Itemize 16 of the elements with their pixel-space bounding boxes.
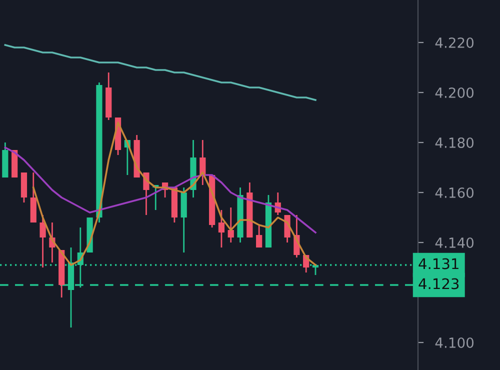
y-tick-label: 4.220 bbox=[435, 37, 474, 48]
y-tick-label: 4.200 bbox=[435, 87, 474, 98]
line-series bbox=[4, 44, 316, 101]
y-tick-label: 4.160 bbox=[435, 187, 474, 198]
candlestick bbox=[284, 214, 290, 244]
y-tick-label: 4.140 bbox=[435, 237, 474, 248]
ref-line-label: 4.123 bbox=[418, 278, 459, 290]
candlestick bbox=[143, 172, 150, 216]
line-series bbox=[4, 146, 316, 234]
y-tick-label: 4.180 bbox=[435, 137, 474, 148]
candlestick bbox=[40, 214, 46, 268]
ref-line-label: 4.131 bbox=[418, 258, 458, 270]
candlestick bbox=[256, 224, 262, 248]
candlestick bbox=[218, 209, 225, 248]
y-tick-label: 4.100 bbox=[435, 337, 474, 348]
candlestick bbox=[228, 206, 234, 244]
